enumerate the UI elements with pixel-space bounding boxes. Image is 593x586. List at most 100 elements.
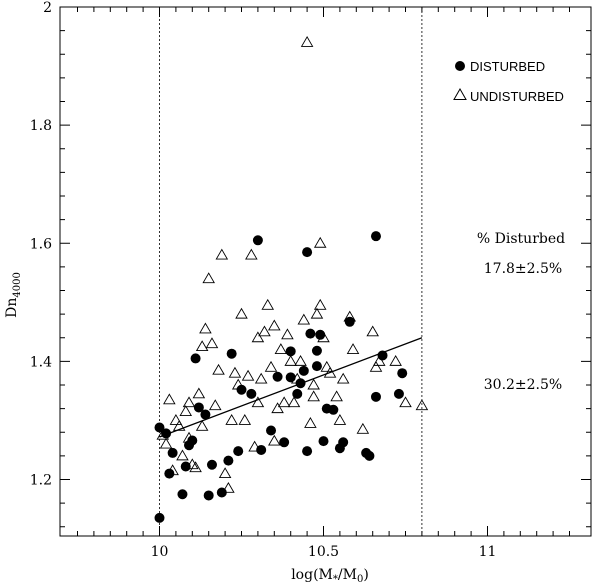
x-tick-label: 11 — [479, 544, 497, 560]
undisturbed-point — [307, 378, 320, 390]
undisturbed-point — [218, 467, 232, 479]
undisturbed-point — [238, 414, 252, 425]
disturbed-point — [216, 487, 227, 498]
undisturbed-point — [274, 343, 288, 355]
undisturbed-point — [333, 414, 347, 425]
undisturbed-point — [215, 248, 229, 260]
undisturbed-point — [399, 396, 412, 408]
undisturbed-point — [369, 360, 383, 372]
undisturbed-point — [225, 414, 238, 425]
undisturbed-point — [163, 393, 176, 405]
x-tick-label: 10 — [151, 544, 169, 560]
annotation-header: % Disturbed — [477, 231, 565, 247]
undisturbed-point — [205, 337, 219, 349]
plot-border — [59, 6, 592, 537]
undisturbed-point — [251, 396, 265, 408]
undisturbed-point — [222, 481, 235, 493]
disturbed-point — [203, 490, 214, 501]
disturbed-point — [206, 459, 217, 470]
undisturbed-point — [366, 325, 379, 337]
undisturbed-point — [284, 354, 297, 366]
undisturbed-point — [192, 387, 206, 399]
disturbed-point — [338, 437, 349, 448]
undisturbed-point — [415, 399, 429, 411]
disturbed-point — [187, 435, 198, 446]
undisturbed-point — [189, 461, 202, 473]
undisturbed-point — [268, 319, 281, 331]
disturbed-point — [397, 368, 408, 379]
undisturbed-point — [330, 390, 343, 402]
undisturbed-point — [254, 372, 268, 384]
disturbed-point — [302, 446, 313, 457]
disturbed-point — [311, 345, 322, 356]
disturbed-point — [226, 348, 237, 359]
x-tick-label: 10.5 — [308, 544, 339, 560]
disturbed-point — [315, 329, 326, 340]
disturbed-point — [246, 388, 257, 399]
annotations: % Disturbed 17.8±2.5% 30.2±2.5% — [477, 231, 565, 393]
disturbed-point — [344, 316, 355, 327]
undisturbed-point — [169, 414, 183, 425]
disturbed-point — [364, 450, 375, 461]
disturbed-point — [161, 428, 172, 439]
disturbed-point — [285, 346, 296, 357]
undisturbed-point — [182, 396, 196, 408]
disturbed-point — [154, 422, 165, 433]
annotation-value-low: 30.2±2.5% — [484, 377, 562, 393]
disturbed-point — [190, 353, 201, 364]
disturbed-point — [302, 247, 313, 258]
legend-marker-disturbed — [455, 61, 465, 71]
disturbed-point — [305, 328, 316, 339]
undisturbed-point — [277, 396, 291, 408]
undisturbed-point — [281, 328, 294, 340]
disturbed-point — [167, 447, 178, 458]
disturbed-point — [236, 384, 247, 395]
legend-label-undisturbed: UNDISTURBED — [470, 89, 564, 104]
disturbed-point — [285, 372, 296, 383]
disturbed-point — [370, 391, 381, 402]
undisturbed-point — [251, 331, 265, 343]
disturbed-point — [298, 365, 309, 376]
undisturbed-point — [179, 405, 193, 417]
legend-marker-undisturbed — [453, 87, 467, 100]
undisturbed-point — [323, 366, 337, 378]
x-axis-label: log(M*/M0) — [291, 567, 369, 585]
disturbed-point — [252, 235, 263, 246]
undisturbed-point — [372, 354, 386, 366]
undisturbed-point — [159, 437, 173, 449]
undisturbed-point — [313, 298, 327, 310]
reference-lines — [159, 7, 423, 536]
undisturbed-point — [195, 419, 209, 431]
y-tick-label: 2 — [43, 0, 52, 16]
undisturbed-point — [287, 396, 301, 408]
undisturbed-point — [320, 360, 334, 372]
undisturbed-point — [261, 298, 275, 310]
disturbed-point — [328, 404, 339, 415]
annotation-value-high: 17.8±2.5% — [484, 261, 562, 277]
x-axis-ticks: 10 10.5 11 — [77, 7, 570, 560]
y-tick-label: 1.2 — [30, 473, 52, 489]
undisturbed-point — [346, 343, 360, 355]
disturbed-point — [193, 402, 204, 413]
y-axis-ticks: 1.2 1.4 1.6 1.8 2 — [30, 0, 591, 528]
undisturbed-point — [245, 248, 258, 260]
undisturbed-point — [208, 399, 222, 411]
disturbed-point — [177, 489, 188, 500]
y-tick-label: 1.6 — [30, 236, 52, 252]
undisturbed-point — [258, 325, 271, 337]
disturbed-point — [200, 409, 211, 420]
disturbed-point — [154, 512, 165, 523]
undisturbed-point — [389, 354, 402, 366]
disturbed-point — [370, 231, 381, 242]
disturbed-point — [180, 461, 191, 472]
disturbed-point — [233, 446, 244, 457]
legend: DISTURBED UNDISTURBED — [453, 59, 564, 104]
undisturbed-point — [202, 272, 215, 284]
y-tick-label: 1.8 — [30, 118, 52, 134]
undisturbed-point — [235, 307, 248, 319]
disturbed-point — [295, 378, 306, 389]
undisturbed-point — [297, 313, 311, 325]
undisturbed-point — [313, 236, 327, 248]
y-tick-label: 1.4 — [30, 354, 52, 370]
